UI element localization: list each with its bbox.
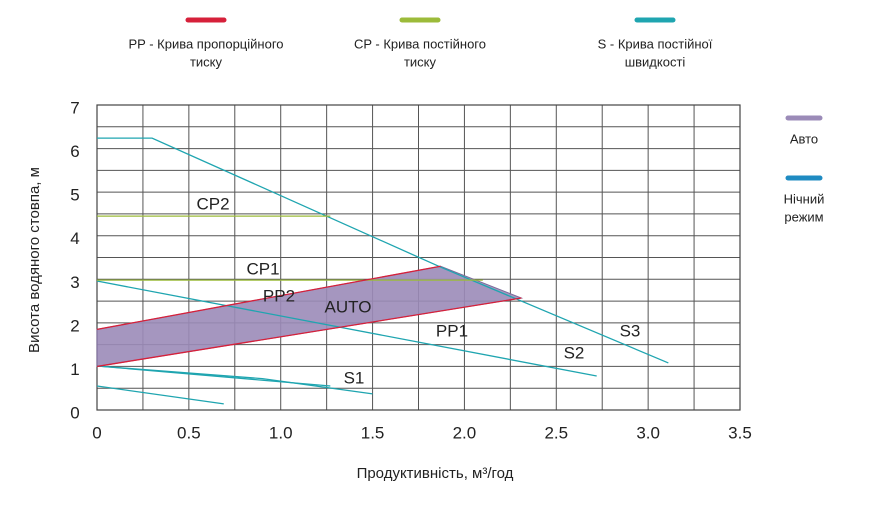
curve: [96, 280, 597, 377]
curve: [96, 385, 224, 405]
x-axis-title: Продуктивність, м³/год: [357, 465, 514, 482]
plot-frame: [96, 104, 741, 411]
curve-label: PP2: [263, 286, 295, 305]
y-tick-label: 0: [70, 403, 79, 422]
x-tick-label: 0: [92, 423, 101, 442]
y-tick-label: 3: [70, 273, 79, 292]
y-tick-label: 5: [70, 186, 79, 205]
y-tick-label: 1: [70, 360, 79, 379]
curve-label: CP1: [246, 259, 279, 278]
curve: [96, 297, 522, 368]
curve: [96, 365, 331, 387]
curve-label: S1: [344, 368, 365, 387]
curve-label: CP2: [196, 194, 229, 213]
x-tick-label: 3.0: [636, 423, 660, 442]
x-tick-label: 2.5: [544, 423, 568, 442]
curve-label: AUTO: [325, 297, 372, 316]
curve: [96, 265, 441, 331]
curve-label: PP1: [436, 321, 468, 340]
x-tick-label: 0.5: [177, 423, 201, 442]
y-tick-label: 4: [70, 229, 79, 248]
y-tick-label: 2: [70, 316, 79, 335]
x-tick-label: 2.0: [453, 423, 477, 442]
curve-label: S2: [564, 343, 585, 362]
x-tick-label: 1.0: [269, 423, 293, 442]
y-tick-label: 6: [70, 142, 79, 161]
legend-label: режим: [784, 209, 823, 224]
legend-label: CP - Крива постійного: [354, 36, 486, 51]
legend-label: тиску: [404, 54, 437, 69]
legend-label: PP - Крива пропорційного: [128, 36, 283, 51]
legend-label: Нічний: [784, 191, 825, 206]
y-tick-label: 7: [70, 98, 79, 117]
curve: [97, 137, 669, 364]
legend-label: швидкості: [625, 54, 686, 69]
x-tick-label: 1.5: [361, 423, 385, 442]
legend-label: S - Крива постійної: [598, 36, 713, 51]
curve-label: S3: [620, 321, 641, 340]
legend-label: Авто: [790, 131, 818, 146]
y-axis-title: Висота водяного стовпа, м: [26, 167, 43, 353]
legend-label: тиску: [190, 54, 223, 69]
x-tick-label: 3.5: [728, 423, 752, 442]
auto-area: [96, 265, 524, 368]
